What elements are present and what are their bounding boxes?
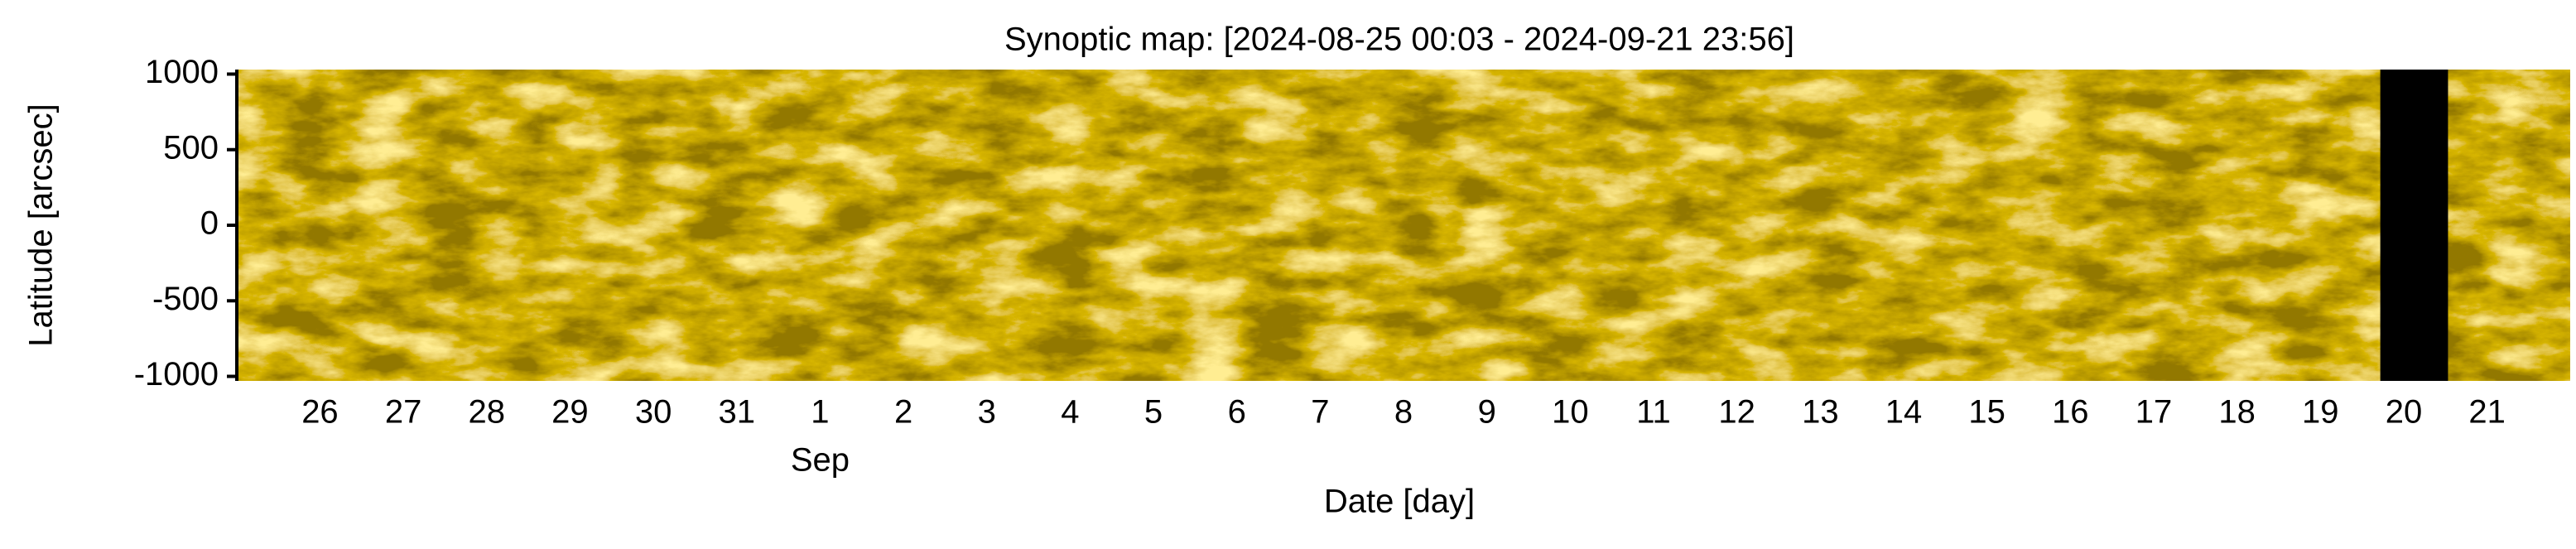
x-tick-label: 7 (1311, 394, 1329, 431)
x-month-label: Sep (791, 442, 850, 479)
x-tick-label: 2 (894, 394, 912, 431)
x-tick-label: 9 (1478, 394, 1496, 431)
x-tick-label: 30 (635, 394, 672, 431)
x-tick-label: 20 (2386, 394, 2423, 431)
x-tick-label: 3 (978, 394, 996, 431)
x-tick-label: 1 (811, 394, 829, 431)
x-tick-label: 16 (2052, 394, 2089, 431)
y-axis-label: Latitude [arcsec] (23, 104, 60, 347)
x-tick-label: 11 (1636, 394, 1671, 431)
y-tick-label: 1000 (145, 54, 219, 90)
chart-title: Synoptic map: [2024-08-25 00:03 - 2024-0… (1004, 22, 1794, 58)
x-tick-label: 12 (1718, 394, 1755, 431)
map-image (237, 70, 2570, 381)
x-tick-label: 31 (719, 394, 756, 431)
x-tick-label: 13 (1802, 394, 1839, 431)
x-tick-label: 18 (2218, 394, 2256, 431)
y-tick-label: -500 (152, 281, 219, 317)
y-tick-label: 500 (163, 129, 219, 166)
x-tick-label: 6 (1228, 394, 1246, 431)
x-tick-label: 26 (301, 394, 339, 431)
x-tick-label: 28 (469, 394, 506, 431)
x-tick-label: 21 (2468, 394, 2506, 431)
x-tick-label: 5 (1144, 394, 1163, 431)
y-tick-label: 0 (200, 205, 219, 242)
x-tick-label: 14 (1885, 394, 1923, 431)
x-tick-label: 19 (2302, 394, 2339, 431)
x-tick-label: 10 (1552, 394, 1589, 431)
x-tick-label: 8 (1394, 394, 1413, 431)
x-tick-label: 17 (2135, 394, 2173, 431)
x-tick-label: 27 (385, 394, 422, 431)
x-tick-label: 15 (1968, 394, 2005, 431)
x-tick-label: 29 (551, 394, 589, 431)
y-tick-label: -1000 (134, 356, 219, 392)
missing-data (2380, 70, 2448, 381)
x-tick-label: 4 (1061, 394, 1079, 431)
x-axis-label: Date [day] (1324, 484, 1475, 520)
